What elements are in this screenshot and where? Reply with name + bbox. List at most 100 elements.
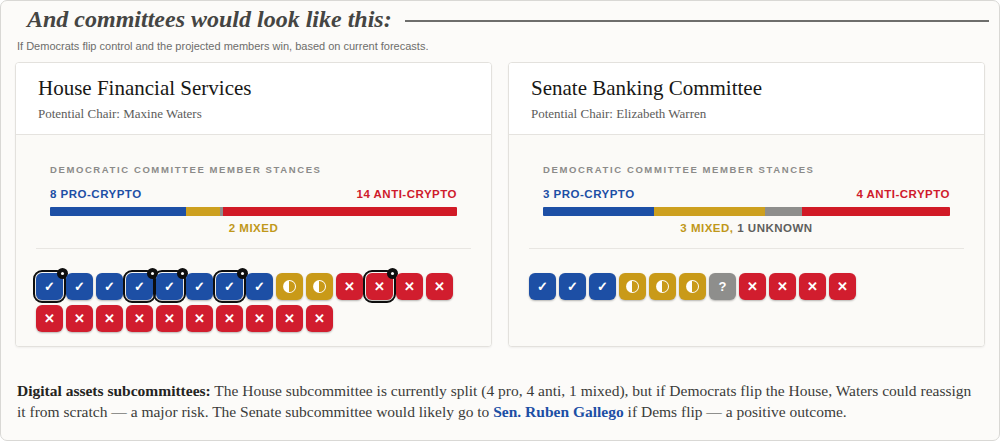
member-tile-unknown[interactable]: ? <box>709 273 736 300</box>
stance-bar-segment-unknown <box>765 207 802 216</box>
footnote-intro: Digital assets subcommittees: <box>17 382 211 399</box>
card-chair-label: Potential Chair: Elizabeth Warren <box>531 106 962 122</box>
committee-card-house: House Financial Services Potential Chair… <box>15 62 492 347</box>
member-tile-pro[interactable]: ✓ <box>186 273 213 300</box>
check-icon: ✓ <box>567 280 578 293</box>
stance-bar-segment-mixed <box>186 207 220 216</box>
bar-center-label-part: 3 MIXED, <box>680 222 737 234</box>
member-tile-anti[interactable]: ✕ <box>336 273 363 300</box>
member-tile-pro-flagged[interactable]: ✓ <box>216 273 243 300</box>
committee-cards-row: House Financial Services Potential Chair… <box>1 52 999 347</box>
member-tile-pro[interactable]: ✓ <box>589 273 616 300</box>
half-circle-icon <box>656 280 669 293</box>
check-icon: ✓ <box>194 280 205 293</box>
x-icon: ✕ <box>807 280 818 293</box>
member-tile-pro[interactable]: ✓ <box>529 273 556 300</box>
x-icon: ✕ <box>747 280 758 293</box>
bar-center-label: 2 MIXED <box>50 222 457 234</box>
member-tile-anti[interactable]: ✕ <box>66 305 93 332</box>
member-tile-anti[interactable]: ✕ <box>426 273 453 300</box>
check-icon: ✓ <box>44 280 55 293</box>
member-tile-anti[interactable]: ✕ <box>126 305 153 332</box>
x-icon: ✕ <box>164 312 175 325</box>
pro-crypto-count-label: 8 PRO-CRYPTO <box>50 188 142 200</box>
member-tile-anti-flagged[interactable]: ✕ <box>366 273 393 300</box>
section-header: And committees would look like this: <box>1 6 999 33</box>
member-tile-anti[interactable]: ✕ <box>96 305 123 332</box>
member-tile-grid: ✓✓✓✓✓✓✓✓✕✕✕✕✕✕✕✕✕✕✕✕✕✕ <box>36 273 471 332</box>
x-icon: ✕ <box>104 312 115 325</box>
member-tile-pro[interactable]: ✓ <box>559 273 586 300</box>
anti-crypto-count-label: 14 ANTI-CRYPTO <box>356 188 457 200</box>
x-icon: ✕ <box>374 280 385 293</box>
check-icon: ✓ <box>74 280 85 293</box>
section-caption: If Democrats flip control and the projec… <box>1 33 999 52</box>
member-tile-anti[interactable]: ✕ <box>276 305 303 332</box>
x-icon: ✕ <box>284 312 295 325</box>
member-tile-anti[interactable]: ✕ <box>829 273 856 300</box>
card-body: DEMOCRATIC COMMITTEE MEMBER STANCES 8 PR… <box>16 134 491 347</box>
x-icon: ✕ <box>434 280 445 293</box>
half-circle-icon <box>686 280 699 293</box>
member-tile-mixed[interactable] <box>679 273 706 300</box>
subcommittee-footnote: Digital assets subcommittees: The House … <box>1 380 999 422</box>
check-icon: ✓ <box>134 280 145 293</box>
member-tile-pro[interactable]: ✓ <box>66 273 93 300</box>
card-header: House Financial Services Potential Chair… <box>16 63 491 134</box>
card-title: Senate Banking Committee <box>531 76 962 101</box>
member-tile-anti[interactable]: ✕ <box>36 305 63 332</box>
card-chair-label: Potential Chair: Maxine Waters <box>38 106 469 122</box>
stance-bar-segment-anti <box>802 207 950 216</box>
x-icon: ✕ <box>254 312 265 325</box>
stance-section-label: DEMOCRATIC COMMITTEE MEMBER STANCES <box>543 164 950 175</box>
card-inner-divider <box>36 248 471 249</box>
stance-chart: DEMOCRATIC COMMITTEE MEMBER STANCES 8 PR… <box>50 164 457 234</box>
heading-rule <box>405 20 989 22</box>
half-circle-icon <box>283 280 296 293</box>
member-tile-pro[interactable]: ✓ <box>246 273 273 300</box>
card-title: House Financial Services <box>38 76 469 101</box>
member-tile-mixed[interactable] <box>276 273 303 300</box>
member-tile-mixed[interactable] <box>649 273 676 300</box>
member-tile-pro-flagged[interactable]: ✓ <box>36 273 63 300</box>
x-icon: ✕ <box>837 280 848 293</box>
member-tile-anti[interactable]: ✕ <box>186 305 213 332</box>
article-section: And committees would look like this: If … <box>0 0 1000 441</box>
member-tile-pro-flagged[interactable]: ✓ <box>156 273 183 300</box>
committee-card-senate: Senate Banking Committee Potential Chair… <box>508 62 985 347</box>
stance-bar-segment-pro <box>543 207 654 216</box>
member-tile-mixed[interactable] <box>619 273 646 300</box>
member-tile-mixed[interactable] <box>306 273 333 300</box>
x-icon: ✕ <box>134 312 145 325</box>
x-icon: ✕ <box>194 312 205 325</box>
page-heading: And committees would look like this: <box>27 6 392 33</box>
x-icon: ✕ <box>74 312 85 325</box>
x-icon: ✕ <box>224 312 235 325</box>
member-tile-anti[interactable]: ✕ <box>769 273 796 300</box>
member-tile-pro[interactable]: ✓ <box>96 273 123 300</box>
bar-center-label: 3 MIXED, 1 UNKNOWN <box>543 222 950 234</box>
sen-ruben-gallego-link[interactable]: Sen. Ruben Gallego <box>493 403 623 420</box>
member-tile-anti[interactable]: ✕ <box>246 305 273 332</box>
pro-crypto-count-label: 3 PRO-CRYPTO <box>543 188 635 200</box>
member-tile-anti[interactable]: ✕ <box>799 273 826 300</box>
check-icon: ✓ <box>254 280 265 293</box>
stance-bar-segment-pro <box>50 207 186 216</box>
stance-bar-segment-anti <box>223 207 457 216</box>
card-body: DEMOCRATIC COMMITTEE MEMBER STANCES 3 PR… <box>509 134 984 346</box>
bar-labels: 3 PRO-CRYPTO 4 ANTI-CRYPTO <box>543 188 950 200</box>
member-tile-anti[interactable]: ✕ <box>156 305 183 332</box>
member-tile-anti[interactable]: ✕ <box>739 273 766 300</box>
check-icon: ✓ <box>537 280 548 293</box>
member-tile-anti[interactable]: ✕ <box>396 273 423 300</box>
member-tile-pro-flagged[interactable]: ✓ <box>126 273 153 300</box>
member-tile-anti[interactable]: ✕ <box>216 305 243 332</box>
member-tile-anti[interactable]: ✕ <box>306 305 333 332</box>
stance-stacked-bar <box>543 207 950 216</box>
half-circle-icon <box>313 280 326 293</box>
check-icon: ✓ <box>597 280 608 293</box>
stance-section-label: DEMOCRATIC COMMITTEE MEMBER STANCES <box>50 164 457 175</box>
card-header: Senate Banking Committee Potential Chair… <box>509 63 984 134</box>
anti-crypto-count-label: 4 ANTI-CRYPTO <box>856 188 950 200</box>
bar-center-label-part: 1 UNKNOWN <box>737 222 812 234</box>
